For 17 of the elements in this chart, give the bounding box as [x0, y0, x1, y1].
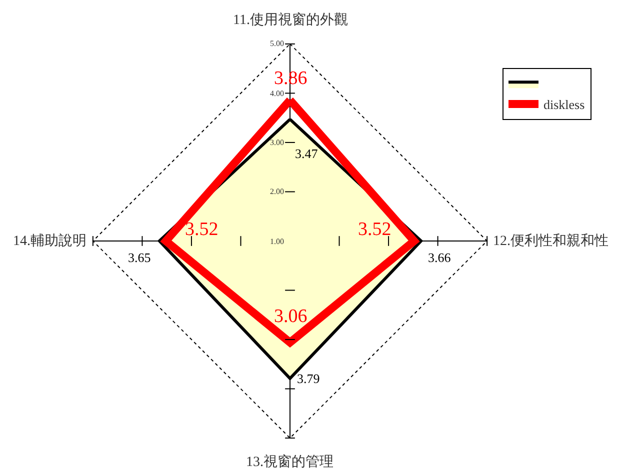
- spoke-label: 11.使用視窗的外觀: [233, 12, 348, 28]
- data-label: 3.06: [274, 306, 308, 327]
- data-label: 3.47: [295, 146, 318, 161]
- data-label: 3.52: [185, 219, 218, 240]
- y-tick-label: 5.00: [270, 39, 284, 48]
- legend-label: diskless: [544, 97, 585, 112]
- spoke-label: 12.便利性和親和性: [493, 233, 608, 249]
- spoke-label: 13.視窗的管理: [246, 454, 334, 470]
- y-tick-label: 1.00: [270, 237, 284, 246]
- y-tick-label: 4.00: [270, 89, 284, 98]
- data-label: 3.79: [297, 371, 320, 386]
- y-tick-label: 3.00: [270, 138, 284, 147]
- spoke-label: 14.輔助說明: [13, 233, 86, 249]
- data-label: 3.65: [128, 250, 151, 265]
- data-label: 3.52: [358, 219, 392, 240]
- data-label: 3.66: [428, 250, 452, 265]
- y-tick-label: 2.00: [270, 187, 284, 196]
